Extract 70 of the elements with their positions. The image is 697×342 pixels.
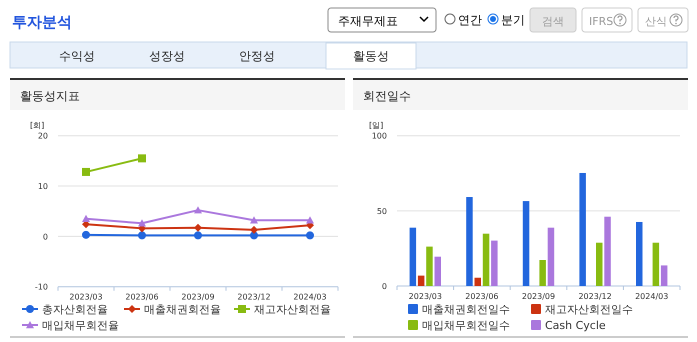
point (306, 231, 314, 240)
x-tick-label: 2023/09 (522, 292, 556, 301)
chart-title: 활동성지표 (20, 89, 80, 103)
point (194, 231, 202, 240)
point (194, 224, 202, 232)
text: 성장성 (149, 49, 185, 63)
y-tick-label: -10 (34, 282, 48, 292)
bar (482, 234, 490, 286)
x-tick-label: 2023/03 (69, 292, 103, 302)
x-tick-label: 2023/06 (465, 292, 499, 301)
x-tick-label: 2023/03 (408, 292, 442, 301)
bar (548, 228, 554, 286)
text: 산식 (645, 15, 667, 28)
chart-title: 회전일수 (363, 89, 411, 103)
bar (596, 242, 602, 286)
bar (474, 278, 481, 286)
point (138, 231, 146, 240)
text: 주재무제표 (338, 14, 398, 28)
legend-label: 매출채권회전율 (144, 303, 221, 316)
point (306, 216, 314, 224)
bar (410, 228, 416, 286)
point (250, 226, 258, 234)
bar (426, 246, 433, 286)
bar (418, 276, 424, 286)
x-tick-label: 2023/06 (125, 292, 159, 302)
point (250, 216, 258, 224)
point (138, 154, 146, 162)
text: IFRS (589, 15, 614, 28)
y-axis-title: [회] (30, 121, 44, 130)
bar (652, 242, 660, 286)
point (82, 214, 90, 222)
bar (522, 201, 530, 286)
y-tick-label: 10 (38, 182, 48, 192)
legend-label: 재고자산회전일수 (545, 303, 633, 316)
legend-label: 총자산회전율 (42, 303, 108, 316)
point (82, 230, 90, 239)
legend-label: Cash Cycle (545, 319, 606, 332)
bar (539, 260, 546, 286)
text: 활동성 (353, 49, 389, 63)
legend-label: 매입채무회전일수 (422, 319, 510, 332)
x-tick-label: 2023/12 (237, 292, 271, 302)
bar (579, 172, 586, 286)
y-axis-title: [일] (369, 121, 384, 130)
y-tick-label: 20 (38, 132, 48, 141)
y-tick-label: 50 (376, 206, 387, 216)
text: 안정성 (239, 49, 275, 63)
y-tick-label: 0 (42, 232, 48, 242)
text: 연간 (458, 13, 482, 27)
bar (636, 222, 642, 286)
bar (466, 197, 473, 286)
point (82, 168, 90, 176)
legend-label: 재고자산회전율 (254, 303, 331, 316)
text: 검색 (542, 15, 564, 28)
point (138, 219, 146, 226)
text: 투자분석 (12, 13, 72, 31)
x-tick-label: 2023/09 (181, 292, 215, 302)
y-tick-label: 100 (372, 132, 387, 141)
bar (434, 256, 441, 286)
x-tick-label: 2024/03 (293, 292, 327, 302)
x-tick-label: 2023/12 (578, 292, 612, 301)
text: 수익성 (59, 49, 95, 63)
point (194, 206, 202, 214)
bar (660, 265, 668, 286)
legend-label: 매입채무회전율 (42, 319, 119, 332)
text: 분기 (501, 13, 525, 27)
bar (604, 216, 611, 286)
y-tick-label: 0 (382, 282, 387, 291)
x-tick-label: 2024/03 (635, 292, 668, 301)
bar (491, 240, 498, 286)
legend-label: 매출채권회전일수 (422, 303, 510, 316)
